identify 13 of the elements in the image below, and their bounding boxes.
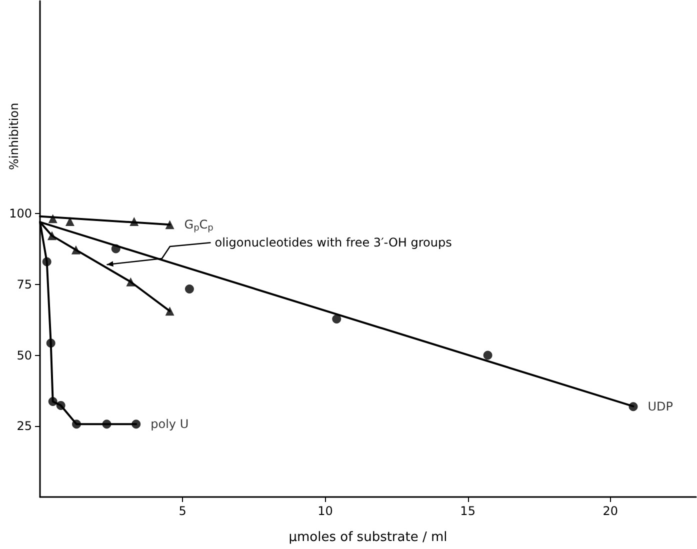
annotation: oligonucleotides with free 3′-OH groups [214, 236, 452, 250]
x-tick-label: 5 [178, 504, 186, 518]
x-tick-label: 20 [602, 504, 618, 518]
y-axis-title: %inhibition [7, 102, 21, 170]
x-tick-label: 15 [460, 504, 476, 518]
series-label: poly U [150, 417, 189, 432]
y-tick-label: 50 [16, 348, 32, 362]
series-label: UDP [648, 400, 674, 414]
y-tick-label: 75 [16, 277, 32, 292]
x-tick-label: 10 [318, 504, 333, 518]
y-tick-label: 100 [9, 206, 32, 221]
x-axis-title: μmoles of substrate / ml [288, 530, 448, 545]
y-tick-label: 25 [16, 419, 32, 434]
